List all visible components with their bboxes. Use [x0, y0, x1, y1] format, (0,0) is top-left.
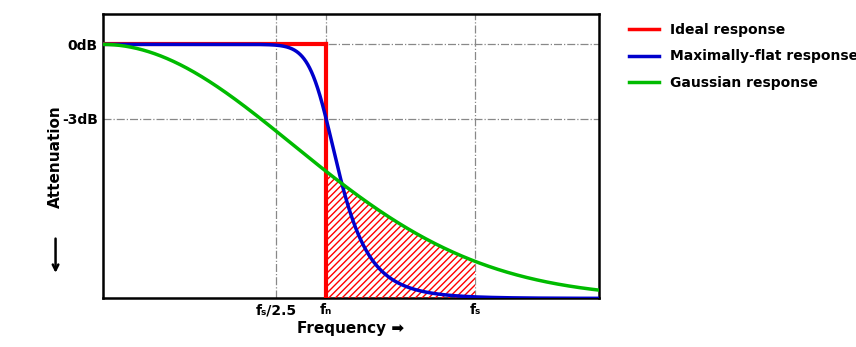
Ideal response	[98, 42, 108, 46]
Gaussian response	[310, 160, 320, 164]
Gaussian response	[154, 53, 164, 58]
Line: Maximally-flat response: Maximally-flat response	[103, 44, 599, 298]
Gaussian response	[288, 143, 298, 147]
Maximally-flat response	[585, 296, 595, 301]
X-axis label: Frequency ➡: Frequency ➡	[297, 321, 405, 337]
Text: Attenuation: Attenuation	[48, 105, 63, 208]
Line: Gaussian response: Gaussian response	[103, 44, 599, 290]
Legend: Ideal response, Maximally-flat response, Gaussian response: Ideal response, Maximally-flat response,…	[623, 17, 856, 95]
Maximally-flat response	[594, 296, 604, 301]
Gaussian response	[594, 288, 604, 292]
Polygon shape	[326, 171, 475, 298]
Ideal response	[321, 42, 331, 46]
Maximally-flat response	[288, 47, 298, 51]
Maximally-flat response	[154, 42, 164, 46]
Gaussian response	[531, 278, 541, 282]
Maximally-flat response	[531, 296, 541, 300]
Gaussian response	[98, 42, 108, 46]
Gaussian response	[585, 287, 595, 291]
Maximally-flat response	[310, 77, 320, 82]
Maximally-flat response	[184, 42, 194, 46]
Gaussian response	[184, 67, 194, 71]
Maximally-flat response	[98, 42, 108, 46]
